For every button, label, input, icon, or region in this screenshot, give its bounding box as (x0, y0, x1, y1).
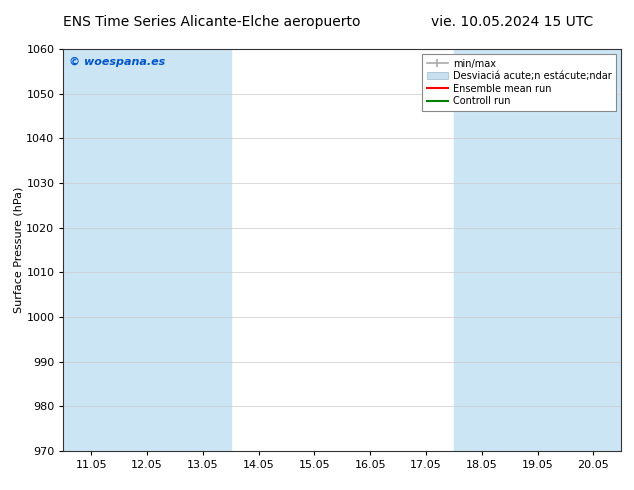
Text: ENS Time Series Alicante-Elche aeropuerto: ENS Time Series Alicante-Elche aeropuert… (63, 15, 361, 29)
Y-axis label: Surface Pressure (hPa): Surface Pressure (hPa) (13, 187, 23, 313)
Bar (566, 49, 621, 451)
Bar (119, 49, 231, 451)
Bar (63, 49, 119, 451)
Legend: min/max, Desviaciá acute;n estácute;ndar, Ensemble mean run, Controll run: min/max, Desviaciá acute;n estácute;ndar… (422, 54, 616, 111)
Text: vie. 10.05.2024 15 UTC: vie. 10.05.2024 15 UTC (431, 15, 593, 29)
Text: © woespana.es: © woespana.es (69, 57, 165, 67)
Bar (454, 49, 566, 451)
